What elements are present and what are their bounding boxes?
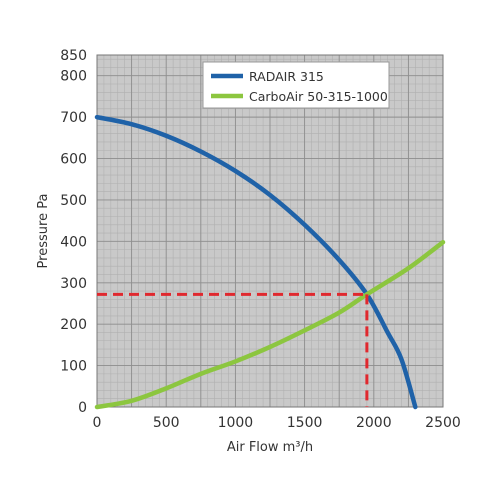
- legend-label-2: CarboAir 50-315-1000: [249, 89, 388, 104]
- x-tick-label: 2000: [356, 415, 392, 431]
- y-tick-label: 200: [60, 317, 87, 333]
- plot-area: [94, 114, 446, 410]
- x-tick-label: 0: [93, 415, 102, 431]
- x-tick-label: 1500: [287, 415, 323, 431]
- y-tick-label: 400: [60, 234, 87, 250]
- y-tick-label: 800: [60, 69, 87, 85]
- legend-box: [202, 61, 390, 109]
- x-tick-label: 1000: [218, 415, 254, 431]
- y-tick-label: 0: [78, 400, 87, 416]
- x-axis-label: Air Flow m³/h: [227, 440, 313, 455]
- legend: RADAIR 315 CarboAir 50-315-1000: [202, 61, 390, 109]
- y-tick-label: 100: [60, 359, 87, 375]
- y-tick-label: 850: [60, 48, 87, 64]
- legend-label-1: RADAIR 315: [249, 69, 324, 84]
- x-tick-label: 2500: [425, 415, 461, 431]
- axes: 0 500 1000 1500 2000 2500 0 100 200 300 400 500 600 7…: [36, 48, 461, 455]
- series-line-2: [94, 239, 446, 410]
- series-line-1: [94, 114, 418, 410]
- y-axis-label: Pressure Pa: [36, 194, 51, 269]
- y-tick-label: 700: [60, 110, 87, 126]
- y-tick-label: 300: [60, 276, 87, 292]
- plot-frame: [96, 54, 444, 408]
- y-tick-label: 600: [60, 152, 87, 168]
- y-tick-label: 500: [60, 193, 87, 209]
- x-tick-label: 500: [153, 415, 180, 431]
